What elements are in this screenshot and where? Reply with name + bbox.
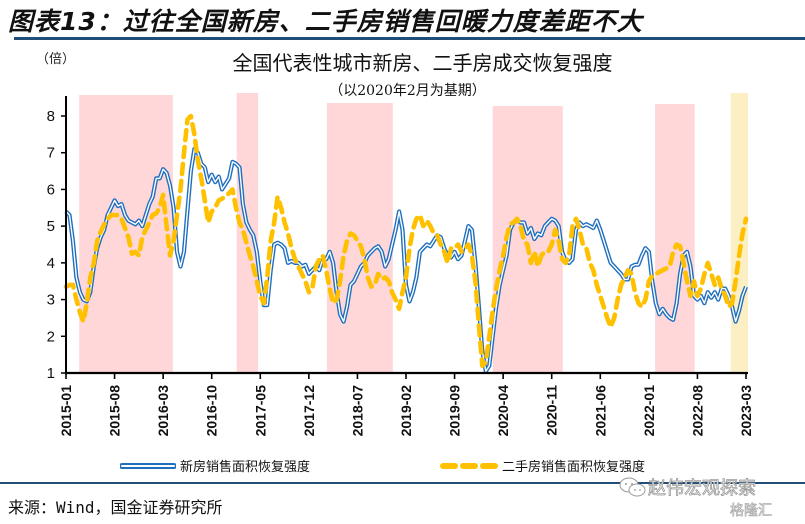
x-tick-label: 2015-08 [107, 385, 123, 437]
x-tick-label: 2016-10 [204, 385, 220, 437]
y-tick-label: 8 [47, 108, 55, 125]
y-tick-label: 3 [47, 292, 55, 309]
x-tick-label: 2015-01 [58, 385, 74, 437]
shaded-period-6 [730, 93, 749, 373]
series-line-second-hand [63, 113, 749, 368]
axes: 1 2 3 4 5 6 7 8 2015-01 2015-08 2016-03 2016-10 2017… [47, 96, 754, 436]
watermark-secondary: 格隆汇 [730, 503, 773, 520]
x-tick-label: 2021-06 [592, 385, 608, 437]
legend-label-new-house: 新房销售面积恢复强度 [180, 460, 311, 475]
watermark-text: 赵伟宏观探索 [648, 478, 757, 500]
legend-swatch-new-house [120, 462, 176, 469]
figure-title: 图表13：过往全国新房、二手房销售回暖力度差距不大 [8, 7, 643, 36]
y-tick-label: 6 [47, 181, 55, 198]
shaded-period-3 [326, 103, 393, 373]
shaded-period-1 [79, 95, 173, 373]
x-tick-label: 2020-11 [544, 385, 560, 436]
watermark: 赵伟宏观探索 [618, 474, 756, 500]
series-lines [63, 113, 749, 374]
y-tick-label: 7 [47, 145, 55, 162]
shaded-period-5 [655, 104, 695, 373]
x-tick-label: 2022-08 [689, 385, 705, 437]
x-tick-label: 2019-09 [447, 385, 463, 437]
chart-title: 全国代表性城市新房、二手房成交恢复强度 [232, 51, 613, 75]
y-tick-label: 1 [47, 365, 55, 382]
legend-swatch-second-hand [440, 462, 498, 469]
x-tick-label: 2023-03 [738, 385, 754, 437]
shaded-period-2 [236, 93, 259, 373]
wechat-icon [619, 477, 646, 497]
chart-subtitle: （以2020年2月为基期） [329, 83, 486, 99]
source-divider [0, 482, 805, 484]
x-tick-label: 2016-03 [155, 385, 171, 437]
y-tick-label: 4 [47, 255, 55, 272]
x-tick-label: 2018-07 [349, 385, 365, 437]
legend-item-new-house: 新房销售面积恢复强度 [120, 456, 310, 475]
source-note: 来源：Wind，国金证券研究所 [8, 498, 223, 517]
x-tick-label: 2019-02 [398, 385, 414, 437]
x-tick-label: 2020-04 [495, 385, 511, 437]
y-tick-label: 5 [47, 218, 55, 235]
title-divider [14, 37, 805, 40]
x-tick-label: 2017-12 [301, 385, 317, 437]
x-tick-label: 2022-01 [641, 385, 657, 437]
legend-item-second-hand: 二手房销售面积恢复强度 [440, 456, 645, 475]
y-tick-label: 2 [47, 328, 55, 345]
shaded-periods [79, 93, 749, 373]
y-axis-unit-label: （倍） [36, 52, 76, 67]
legend-label-second-hand: 二手房销售面积恢复强度 [502, 460, 646, 475]
x-tick-label: 2017-05 [252, 385, 268, 437]
